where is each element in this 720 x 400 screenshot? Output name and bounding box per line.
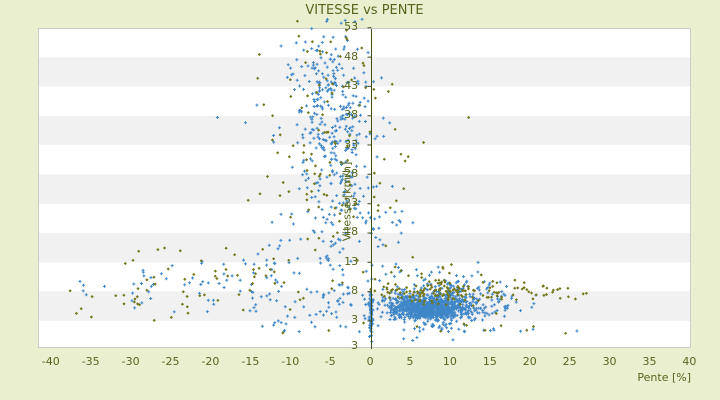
y-axis-min-label: 3 bbox=[351, 339, 359, 352]
x-tick-label: -35 bbox=[81, 355, 100, 368]
plot-area bbox=[38, 17, 691, 349]
x-tick-label: 20 bbox=[522, 355, 537, 368]
y-tick-label: 3 bbox=[351, 313, 359, 327]
x-tick-label: -20 bbox=[201, 355, 220, 368]
y-tick-label: 53 bbox=[344, 20, 359, 34]
y-tick-label: 33 bbox=[344, 137, 359, 151]
x-tick-label: 35 bbox=[642, 355, 657, 368]
x-tick-label: 5 bbox=[406, 355, 414, 368]
x-tick-label: 10 bbox=[442, 355, 457, 368]
y-tick-label: 8 bbox=[351, 284, 359, 298]
x-tick-label: 25 bbox=[562, 355, 577, 368]
chart-title: VITESSE vs PENTE bbox=[305, 3, 424, 18]
y-axis-line bbox=[367, 27, 372, 349]
x-tick-label: -30 bbox=[121, 355, 140, 368]
y-tick-label: 38 bbox=[344, 108, 359, 122]
scatter-points-canvas bbox=[68, 17, 588, 349]
x-tick-label: -15 bbox=[241, 355, 260, 368]
x-tick-label: 30 bbox=[602, 355, 617, 368]
y-tick-label: 48 bbox=[344, 49, 359, 63]
x-tick-label: -40 bbox=[41, 355, 60, 368]
y-tick-label: 18 bbox=[344, 225, 359, 239]
y-tick-label: 23 bbox=[344, 196, 359, 210]
x-tick-label: 15 bbox=[482, 355, 497, 368]
x-axis-title: Pente [%] bbox=[637, 371, 691, 384]
x-tick-label: -10 bbox=[281, 355, 300, 368]
x-tick-label: 0 bbox=[366, 355, 374, 368]
y-tick-label: 28 bbox=[344, 166, 359, 180]
y-tick-label: 43 bbox=[344, 78, 359, 92]
x-tick-label: 40 bbox=[682, 355, 697, 368]
y-tick-label: 13 bbox=[344, 254, 359, 268]
x-tick-label: -25 bbox=[161, 355, 180, 368]
x-tick-label: -5 bbox=[324, 355, 336, 368]
